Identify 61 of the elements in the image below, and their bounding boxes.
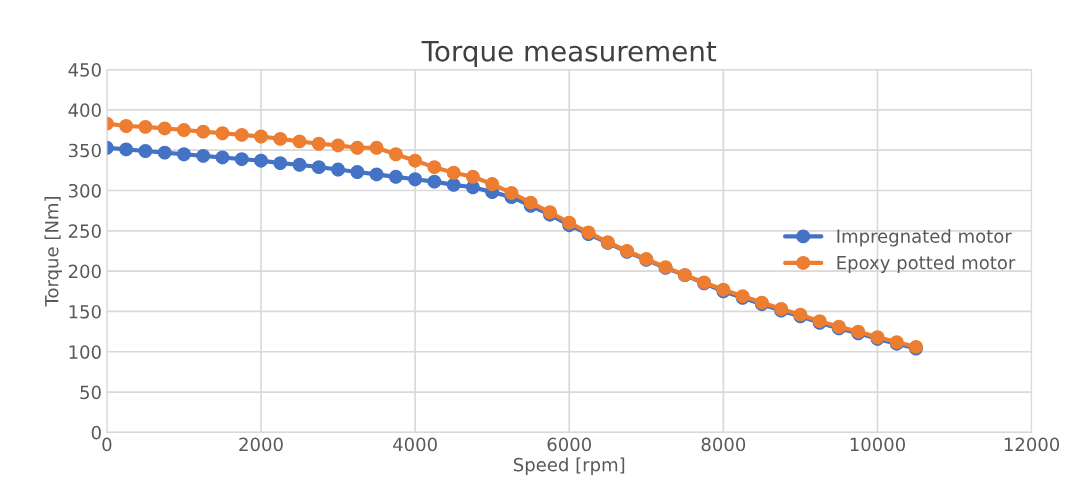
point [215,150,230,165]
point [504,185,519,200]
point [408,153,423,168]
point [408,172,423,187]
point [369,167,384,182]
point [350,165,365,179]
x-tick-label: 6000 [547,437,592,452]
x-tick-label: 10000 [850,437,905,452]
y-tick-label: 50 [80,385,101,400]
y-tick-label: 100 [69,345,101,359]
x-axis-title: Speed [rpm] [513,457,625,475]
point [157,145,172,160]
point [427,160,442,175]
point [331,138,346,153]
y-tick-label: 0 [91,425,101,440]
point [177,147,191,162]
point [273,156,288,171]
y-tick-label: 250 [68,224,101,238]
x-tick-label: 4000 [393,437,437,452]
chart-title: Torque measurement [421,40,717,68]
point [196,148,211,163]
point [138,144,153,158]
x-tick-label: 12000 [1004,437,1060,452]
point [311,136,326,151]
point [215,126,230,141]
y-tick-label: 350 [68,143,101,158]
point [388,169,403,184]
point [331,162,346,177]
point [446,177,461,192]
point [485,177,500,192]
legend-label: Impregnated motor [837,229,1012,247]
point [119,119,134,133]
x-tick-label: 8000 [701,437,746,452]
point [388,147,403,162]
y-tick-label: 400 [68,103,101,118]
x-tick-label: 2000 [239,437,283,452]
y-tick-label: 300 [68,183,101,198]
y-tick-label: 150 [69,304,101,319]
point [254,153,268,168]
point [427,174,442,189]
point [311,160,326,175]
point [273,131,288,146]
point [369,140,384,155]
point [446,165,461,180]
point [138,119,153,134]
legend-label: Epoxy potted motor [837,255,1016,273]
point [119,142,134,157]
point [292,134,307,149]
y-tick-label: 200 [68,264,101,279]
point [465,169,480,184]
point [234,127,249,142]
point [196,124,211,139]
point [234,152,249,167]
y-axis-title: Torque [Nm] [44,197,63,307]
point [177,123,191,137]
point [157,121,172,136]
point [254,129,268,144]
point [350,140,365,155]
x-tick-label: 0 [102,437,112,452]
y-tick-label: 450 [68,63,101,77]
point [292,157,307,172]
